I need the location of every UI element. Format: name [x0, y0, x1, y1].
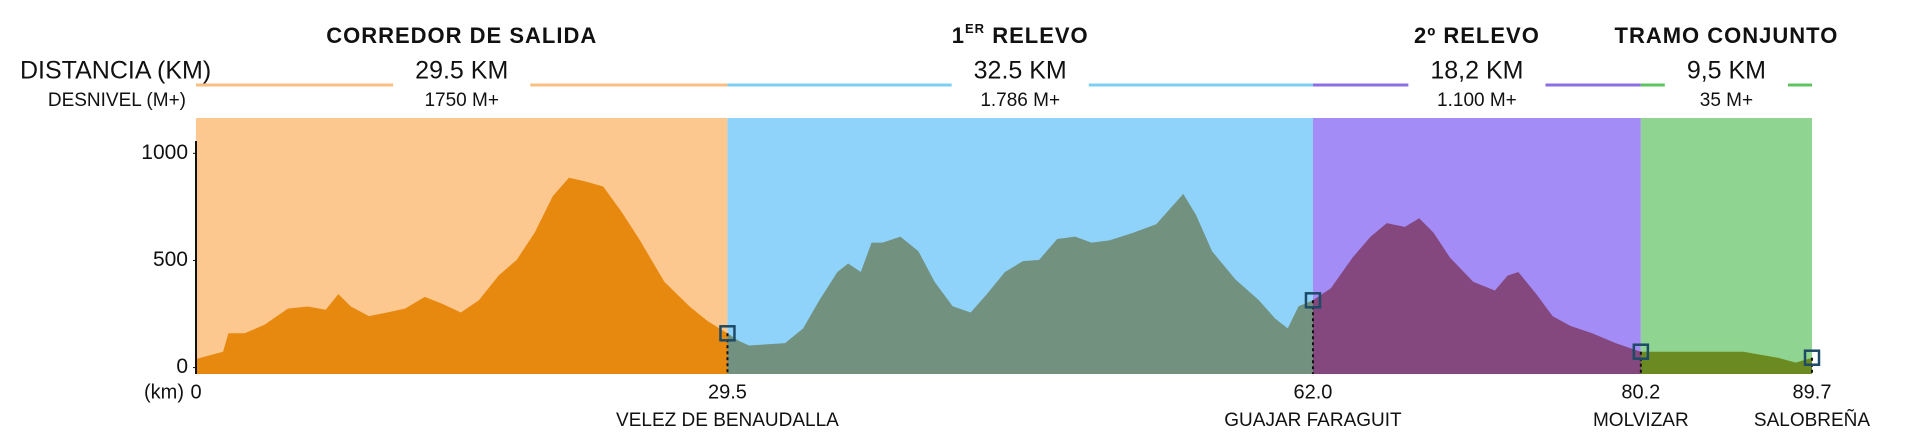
segment-distance: 29.5 KM: [415, 57, 508, 85]
segment-title: CORREDOR DE SALIDA: [326, 23, 597, 48]
segment-title-sup: ER: [965, 21, 985, 36]
segment-title-text: 1: [952, 23, 965, 48]
header-gap: [1664, 78, 1789, 92]
y-tick-label: 0: [176, 355, 188, 378]
segment-title-rest: RELEVO: [985, 23, 1089, 48]
station-marker: [1803, 349, 1821, 366]
elevation-area: [196, 177, 1812, 374]
segment-title-text: CORREDOR DE SALIDA: [326, 23, 597, 48]
station-marker: [1632, 343, 1650, 360]
segment-desnivel: 1.786 M+: [980, 90, 1060, 111]
segment-title: TRAMO CONJUNTO: [1615, 23, 1839, 48]
segment-title-text: 2º RELEVO: [1414, 23, 1540, 48]
header-gap: [1408, 78, 1546, 92]
segment-distance: 18,2 KM: [1430, 57, 1523, 85]
station-marker: [1304, 292, 1322, 309]
station-label: GUAJAR FARAGUIT: [1224, 410, 1402, 431]
elevation-label: DESNIVEL (M+): [48, 90, 186, 111]
header-gap: [951, 78, 1089, 92]
x-tick-label: 80.2: [1621, 381, 1660, 403]
segment-desnivel: 1750 M+: [424, 90, 498, 111]
station-label: MOLVIZAR: [1593, 410, 1689, 431]
segment-title-text: TRAMO CONJUNTO: [1615, 23, 1839, 48]
header-gap: [393, 78, 531, 92]
x-axis-label: (km): [144, 381, 184, 403]
segment-desnivel: 1.100 M+: [1437, 90, 1517, 111]
segment-desnivel: 35 M+: [1700, 90, 1753, 111]
x-tick-label: 62.0: [1293, 381, 1332, 403]
segment-background: [1640, 118, 1812, 374]
station-marker: [719, 325, 736, 342]
station-label: VELEZ DE BENAUDALLA: [616, 410, 839, 431]
segment-distance: 32.5 KM: [974, 57, 1067, 85]
x-tick-label: 89.7: [1793, 381, 1832, 403]
y-tick-label: 1000: [141, 141, 188, 164]
x-tick-label: 29.5: [708, 381, 747, 403]
station-label: SALOBREÑA: [1754, 409, 1870, 431]
y-tick-label: 500: [153, 248, 188, 271]
x-tick-label: 0: [190, 381, 201, 403]
segment-title: 2º RELEVO: [1414, 23, 1540, 48]
segment-title: 1ER RELEVO: [952, 21, 1089, 47]
distance-label: DISTANCIA (KM): [20, 57, 211, 85]
segment-distance: 9,5 KM: [1687, 57, 1766, 85]
